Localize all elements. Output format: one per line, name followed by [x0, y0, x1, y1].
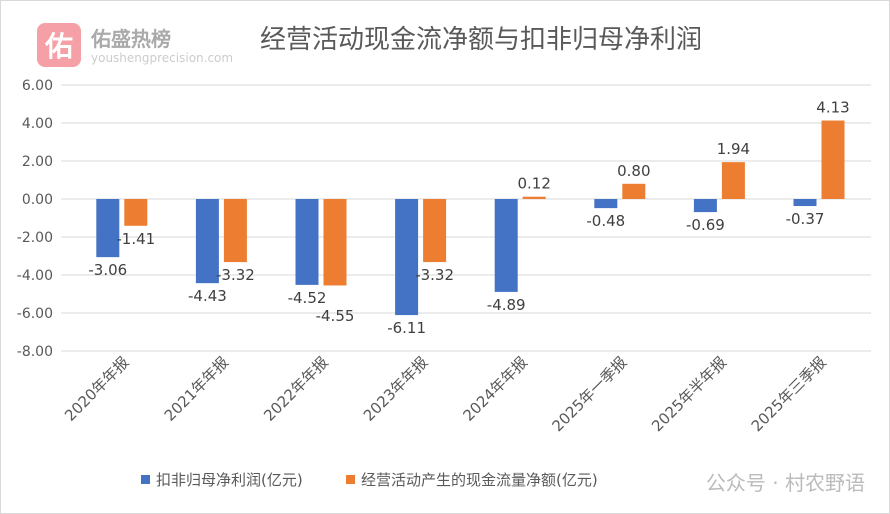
- bar-profit: [693, 199, 717, 213]
- bar-profit: [395, 199, 419, 316]
- data-label: 4.13: [816, 99, 849, 117]
- data-label: 0.80: [617, 162, 650, 180]
- y-tick-label: -2.00: [17, 230, 53, 246]
- bar-cashflow: [124, 199, 148, 226]
- legend-label: 经营活动产生的现金流量净额(亿元): [361, 471, 598, 489]
- bar-cashflow: [721, 162, 745, 199]
- x-tick-label: 2021年年报: [161, 353, 233, 425]
- bar-profit: [96, 199, 120, 258]
- watermark-site: youshengprecision.com: [91, 51, 234, 65]
- y-tick-label: -6.00: [17, 306, 53, 322]
- data-label: 0.12: [517, 175, 550, 193]
- bar-cashflow: [323, 199, 347, 286]
- data-label: -4.55: [316, 307, 355, 325]
- data-label: -0.69: [686, 216, 725, 234]
- data-label: -0.48: [586, 212, 625, 230]
- bar-cashflow: [821, 120, 845, 199]
- x-tick-label: 2025年半年报: [648, 353, 730, 435]
- legend-swatch: [141, 475, 150, 484]
- y-tick-label: 4.00: [22, 116, 53, 132]
- chart-title: 经营活动现金流净额与扣非归母净利润: [260, 25, 702, 55]
- x-tick-label: 2025年三季报: [748, 353, 830, 435]
- data-label: -3.06: [88, 261, 127, 279]
- watermark-logo: 佑: [37, 23, 81, 67]
- x-tick-label: 2023年年报: [360, 353, 432, 425]
- x-tick-label: 2024年年报: [459, 353, 531, 425]
- bar-profit: [295, 199, 319, 285]
- bar-profit: [594, 199, 618, 209]
- data-label: -3.32: [216, 266, 255, 284]
- bar-profit: [494, 199, 518, 292]
- y-tick-label: 6.00: [22, 78, 53, 94]
- data-label: -4.89: [487, 296, 526, 314]
- x-tick-label: 2025年一季报: [548, 353, 630, 435]
- data-label: -1.41: [116, 230, 155, 248]
- y-tick-label: 0.00: [22, 192, 53, 208]
- legend-label: 扣非归母净利润(亿元): [156, 471, 303, 489]
- bar-profit: [195, 199, 219, 284]
- data-label: 1.94: [717, 140, 750, 158]
- x-tick-label: 2020年年报: [61, 353, 133, 425]
- bar-cashflow: [622, 183, 646, 199]
- data-label: -4.52: [288, 289, 327, 307]
- bar-cashflow: [223, 199, 247, 263]
- legend-swatch: [346, 475, 355, 484]
- watermark-brand: 佑盛热榜: [91, 27, 171, 51]
- data-label: -6.11: [387, 319, 426, 337]
- bar-cashflow: [423, 199, 447, 263]
- y-tick-label: -4.00: [17, 268, 53, 284]
- data-label: -0.37: [786, 210, 825, 228]
- footer-watermark: 公众号 · 村农野语: [705, 471, 865, 495]
- data-label: -4.43: [188, 287, 227, 305]
- bar-cashflow: [522, 196, 546, 199]
- x-tick-label: 2022年年报: [260, 353, 332, 425]
- y-tick-label: -8.00: [17, 344, 53, 360]
- y-tick-label: 2.00: [22, 154, 53, 170]
- data-label: -3.32: [415, 266, 454, 284]
- bar-profit: [793, 199, 817, 207]
